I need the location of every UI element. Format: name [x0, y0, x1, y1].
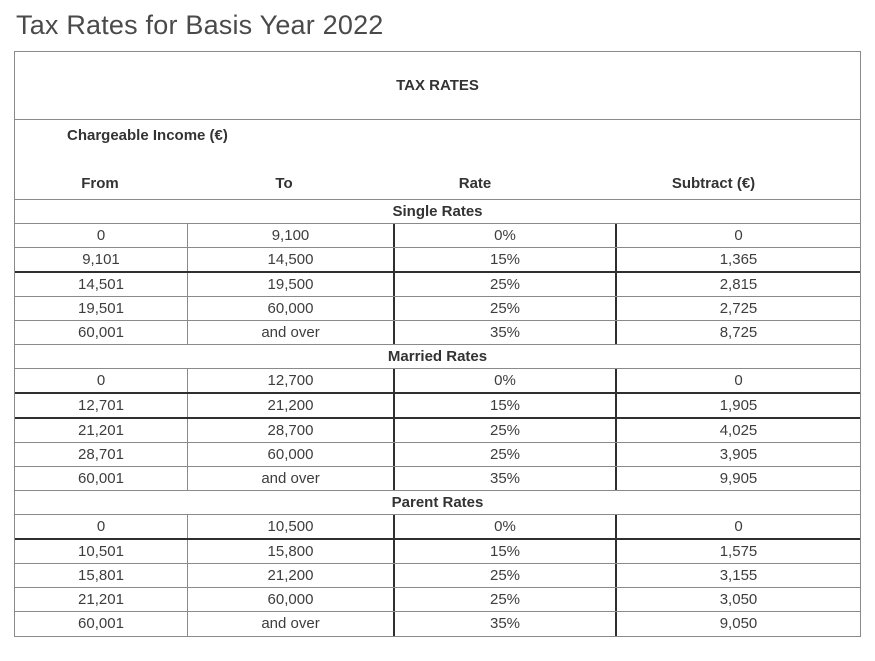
column-header-from: From — [81, 175, 119, 192]
page-title: Tax Rates for Basis Year 2022 — [16, 10, 384, 40]
column-header-rate: Rate — [458, 175, 492, 192]
cell-to: 28,700 — [187, 419, 393, 442]
cell-to: 21,200 — [187, 564, 393, 587]
cell-to: 60,000 — [187, 588, 393, 611]
cell-from: 10,501 — [78, 543, 124, 560]
table-row: 60,001 and over 35% 9,905 — [15, 467, 860, 491]
cell-rate: 25% — [393, 588, 615, 611]
cell-from: 21,201 — [78, 422, 124, 439]
cell-rate: 25% — [393, 273, 615, 296]
table-row: 60,001 and over 35% 8,725 — [15, 321, 860, 345]
cell-subtract: 3,050 — [615, 588, 860, 611]
cell-from: 14,501 — [78, 276, 124, 293]
cell-from: 60,001 — [78, 470, 124, 487]
cell-subtract: 1,365 — [615, 248, 860, 271]
column-header-subtract: Subtract (€) — [671, 175, 756, 192]
table-row: 10,501 15,800 15% 1,575 — [15, 540, 860, 564]
cell-subtract: 3,155 — [615, 564, 860, 587]
chargeable-income-label: Chargeable Income (€) — [67, 127, 228, 144]
table-row: 21,201 60,000 25% 3,050 — [15, 588, 860, 612]
cell-from: 60,001 — [78, 324, 124, 341]
section-label: Single Rates — [15, 200, 860, 224]
cell-from: 21,201 — [78, 591, 124, 608]
cell-subtract: 4,025 — [615, 419, 860, 442]
cell-to: 21,200 — [187, 394, 393, 417]
cell-from: 9,101 — [82, 251, 120, 268]
cell-to: and over — [187, 321, 393, 344]
cell-subtract: 0 — [615, 515, 860, 538]
cell-from: 12,701 — [78, 397, 124, 414]
cell-subtract: 2,725 — [615, 297, 860, 320]
cell-rate: 25% — [393, 297, 615, 320]
cell-subtract: 8,725 — [615, 321, 860, 344]
cell-from: 60,001 — [78, 615, 124, 632]
cell-rate: 35% — [393, 612, 615, 636]
tax-rates-table: TAX RATES Chargeable Income (€) From To … — [14, 51, 861, 637]
table-row: 60,001 and over 35% 9,050 — [15, 612, 860, 636]
cell-from: 0 — [96, 518, 106, 535]
table-row: 21,201 28,700 25% 4,025 — [15, 419, 860, 443]
table-row: 0 9,100 0% 0 — [15, 224, 860, 248]
cell-subtract: 9,905 — [615, 467, 860, 490]
table-row: 12,701 21,200 15% 1,905 — [15, 394, 860, 419]
cell-rate: 35% — [393, 321, 615, 344]
table-row: 28,701 60,000 25% 3,905 — [15, 443, 860, 467]
cell-subtract: 0 — [615, 369, 860, 392]
cell-to: 9,100 — [187, 224, 393, 247]
table-row: 14,501 19,500 25% 2,815 — [15, 273, 860, 297]
cell-subtract: 2,815 — [615, 273, 860, 296]
cell-from: 28,701 — [78, 446, 124, 463]
cell-rate: 0% — [393, 515, 615, 538]
cell-rate: 15% — [393, 394, 615, 417]
cell-to: 10,500 — [187, 515, 393, 538]
cell-rate: 0% — [393, 224, 615, 247]
cell-from: 19,501 — [78, 300, 124, 317]
cell-to: 19,500 — [187, 273, 393, 296]
cell-subtract: 9,050 — [615, 612, 860, 636]
column-header-to: To — [275, 175, 293, 192]
cell-to: 60,000 — [187, 443, 393, 466]
cell-from: 15,801 — [78, 567, 124, 584]
cell-to: 15,800 — [187, 540, 393, 563]
table-header: Chargeable Income (€) From To Rate Subtr… — [15, 120, 860, 200]
cell-subtract: 1,575 — [615, 540, 860, 563]
table-row: 9,101 14,500 15% 1,365 — [15, 248, 860, 273]
section-label: Married Rates — [15, 345, 860, 369]
cell-subtract: 0 — [615, 224, 860, 247]
cell-rate: 25% — [393, 564, 615, 587]
table-row: 0 10,500 0% 0 — [15, 515, 860, 540]
table-row: 19,501 60,000 25% 2,725 — [15, 297, 860, 321]
cell-to: 14,500 — [187, 248, 393, 271]
cell-to: 12,700 — [187, 369, 393, 392]
cell-rate: 15% — [393, 248, 615, 271]
cell-to: and over — [187, 467, 393, 490]
cell-rate: 15% — [393, 540, 615, 563]
cell-rate: 35% — [393, 467, 615, 490]
cell-rate: 25% — [393, 419, 615, 442]
cell-rate: 25% — [393, 443, 615, 466]
table-row: 15,801 21,200 25% 3,155 — [15, 564, 860, 588]
cell-to: 60,000 — [187, 297, 393, 320]
table-body: Single Rates 0 9,100 0% 0 9,101 14,500 15% 1,365… — [15, 200, 860, 636]
table-title: TAX RATES — [15, 52, 860, 120]
cell-from: 0 — [96, 227, 106, 244]
cell-from: 0 — [96, 372, 106, 389]
cell-to: and over — [187, 612, 393, 636]
table-row: 0 12,700 0% 0 — [15, 369, 860, 394]
section-label: Parent Rates — [15, 491, 860, 515]
cell-rate: 0% — [393, 369, 615, 392]
column-headers: From To Rate Subtract (€) — [15, 174, 860, 193]
cell-subtract: 3,905 — [615, 443, 860, 466]
cell-subtract: 1,905 — [615, 394, 860, 417]
